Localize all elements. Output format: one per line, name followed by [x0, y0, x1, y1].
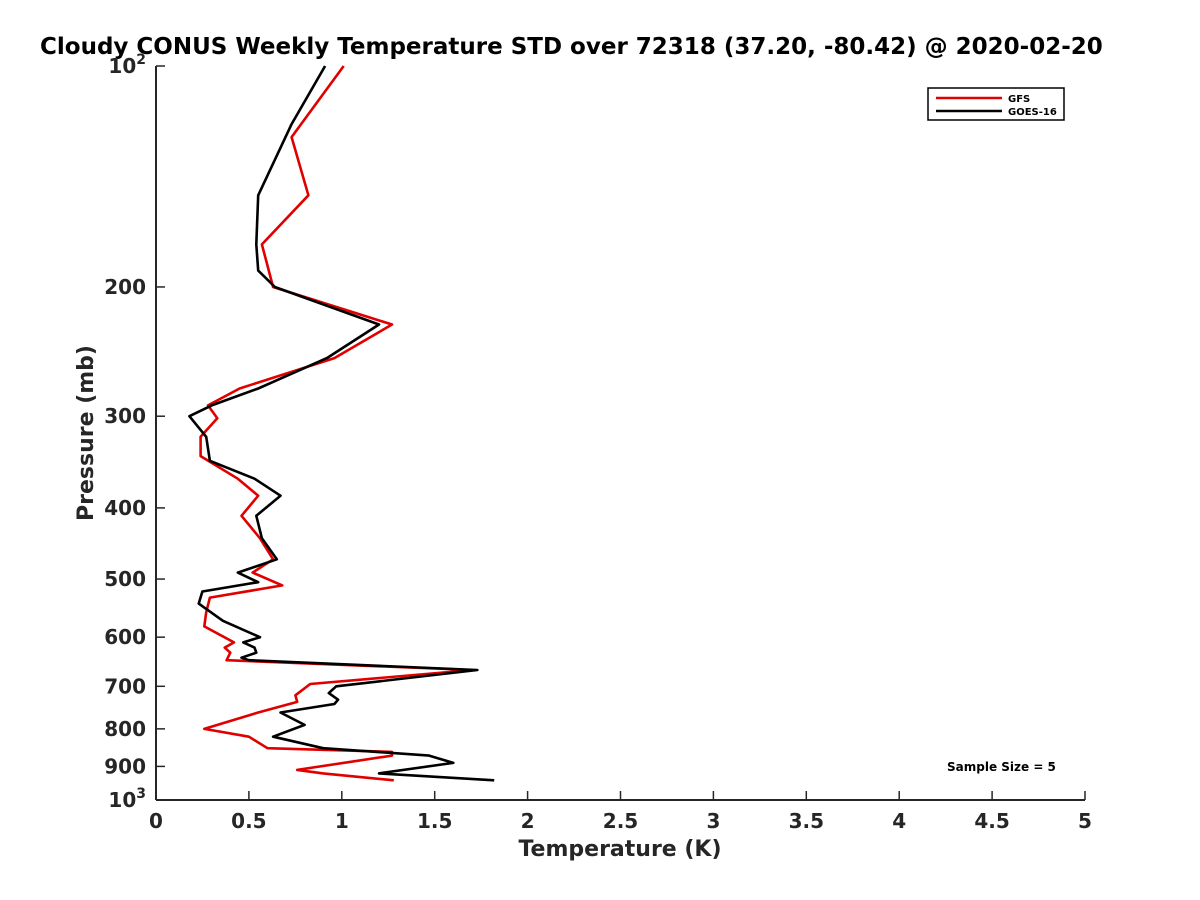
legend-label-goes16: GOES-16 [1008, 107, 1057, 118]
x-tick-label: 2.5 [603, 809, 638, 833]
y-tick-label: 600 [104, 625, 146, 649]
x-tick-label: 2 [521, 809, 535, 833]
y-tick-label: 102 [108, 52, 146, 78]
x-tick-label: 1 [335, 809, 349, 833]
legend-box [927, 87, 1065, 121]
x-tick-label: 1.5 [417, 809, 452, 833]
y-axis-label: Pressure (mb) [74, 345, 99, 521]
y-tick-label: 500 [104, 567, 146, 591]
x-axis-label: Temperature (K) [518, 837, 721, 862]
x-tick-label: 4.5 [974, 809, 1009, 833]
x-tick-label: 3.5 [789, 809, 824, 833]
legend: GFS GOES-16 [927, 87, 1065, 121]
x-tick-label: 4 [892, 809, 906, 833]
x-tick-label: 0 [149, 809, 163, 833]
y-tick-label: 400 [104, 496, 146, 520]
y-tick-label: 700 [104, 674, 146, 698]
series-line-goes16 [188, 65, 495, 782]
legend-label-gfs: GFS [1008, 94, 1030, 105]
y-tick-label: 800 [104, 717, 146, 741]
plot-axes: 0 0.5 1 1.5 2 2.5 3 3.5 4 4.5 5 102 200 300 400 500 600 7… [104, 52, 1092, 833]
chart-title: Cloudy CONUS Weekly Temperature STD over… [40, 34, 1103, 60]
y-tick-label: 103 [108, 786, 146, 812]
series-line-gfs [199, 65, 474, 782]
x-tick-label: 0.5 [231, 809, 266, 833]
y-tick-label: 900 [104, 754, 146, 778]
y-tick-label: 300 [104, 404, 146, 428]
series-layer [188, 65, 495, 782]
x-tick-label: 3 [706, 809, 720, 833]
sample-size-annotation: Sample Size = 5 [947, 760, 1056, 774]
x-tick-label: 5 [1078, 809, 1092, 833]
y-tick-label: 200 [104, 275, 146, 299]
